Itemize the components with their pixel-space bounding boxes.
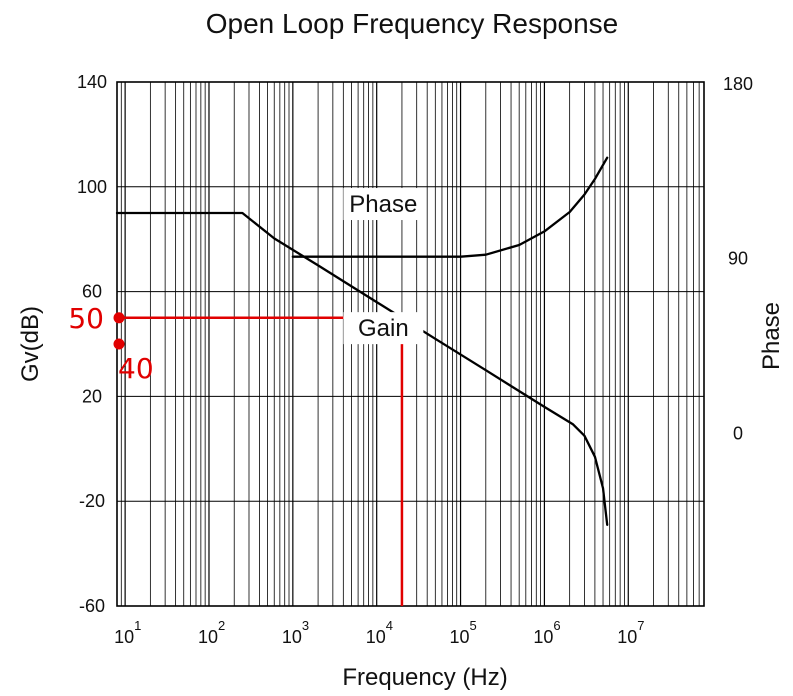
x-tick-label: 105: [450, 618, 477, 647]
x-tick-label: 107: [617, 618, 644, 647]
series-annotations: Phase Gain: [343, 188, 424, 345]
series-curves: [115, 156, 609, 526]
marker-label: 40: [118, 352, 154, 385]
annotation-label: Gain: [358, 315, 409, 342]
y-axis-label: Gv(dB): [17, 306, 44, 382]
x-tick-base: 10: [533, 627, 553, 647]
y-tick-label: -20: [79, 491, 105, 511]
marker-points: 50 40: [68, 302, 153, 385]
marker-label: 50: [68, 302, 104, 335]
x-tick-label: 106: [533, 618, 560, 647]
series-line-phase: [291, 156, 609, 258]
annotation-phase: Phase: [343, 188, 424, 221]
grid: [117, 82, 704, 606]
x-tick-base: 10: [366, 627, 386, 647]
annotation-label: Phase: [349, 191, 417, 218]
marker-dot-50: [113, 312, 125, 324]
y2-tick-label: 180: [723, 74, 753, 94]
annotation-background: [343, 188, 424, 221]
y-tick-label: 100: [77, 177, 107, 197]
chart-title: Open Loop Frequency Response: [206, 8, 619, 39]
y2-tick-label: 90: [728, 249, 748, 269]
x-tick-exponent: 4: [386, 618, 393, 633]
x-tick-base: 10: [282, 627, 302, 647]
annotation-background: [343, 312, 424, 345]
x-tick-exponent: 7: [637, 618, 644, 633]
x-tick-label: 104: [366, 618, 393, 647]
x-tick-base: 10: [114, 627, 134, 647]
y2-tick-label: 0: [733, 423, 743, 443]
y2-axis-label: Phase: [758, 302, 785, 370]
x-tick-base: 10: [617, 627, 637, 647]
y-tick-label: 60: [82, 282, 102, 302]
x-tick-label: 102: [198, 618, 225, 647]
x-tick-label: 101: [114, 618, 141, 647]
x-axis-label: Frequency (Hz): [342, 664, 507, 691]
x-tick-exponent: 6: [553, 618, 560, 633]
y-tick-label: -60: [79, 596, 105, 616]
y-tick-label: 140: [77, 72, 107, 92]
x-tick-exponent: 3: [302, 618, 309, 633]
x-tick-label: 103: [282, 618, 309, 647]
y-tick-label: 20: [82, 386, 102, 406]
annotation-gain: Gain: [343, 312, 424, 345]
x-tick-exponent: 1: [134, 618, 141, 633]
marker-dot-40: [113, 338, 125, 350]
x-tick-base: 10: [450, 627, 470, 647]
series-line-gain: [115, 211, 609, 526]
y2-axis-ticks: 180 90 0: [723, 74, 753, 443]
y-axis-ticks: 140 100 60 20 -20 -60: [77, 72, 107, 616]
x-tick-exponent: 5: [470, 618, 477, 633]
x-tick-exponent: 2: [218, 618, 225, 633]
x-tick-base: 10: [198, 627, 218, 647]
